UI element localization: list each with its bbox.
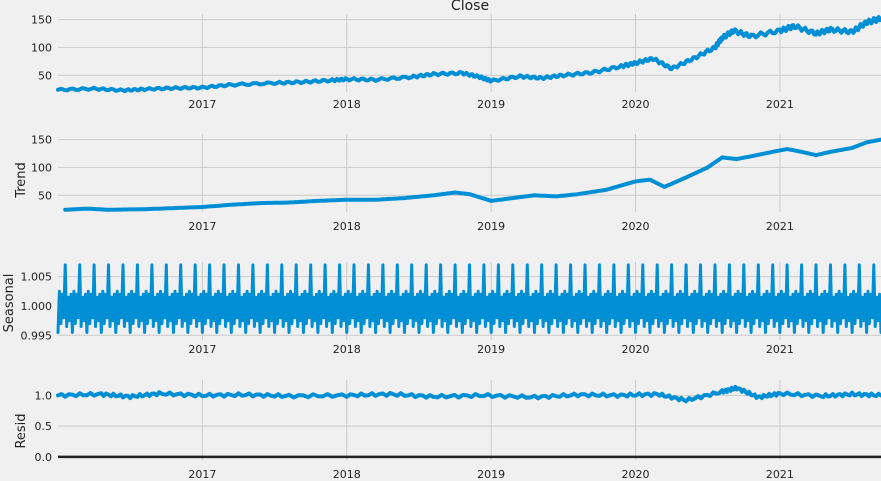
chart-title: Close — [451, 0, 489, 14]
x-tick-label: 2017 — [188, 343, 216, 356]
y-tick-label: 1.0 — [35, 389, 53, 402]
close-grid — [58, 14, 881, 92]
x-tick-label: 2020 — [622, 220, 650, 233]
trend-grid — [58, 134, 881, 212]
x-tick-label: 2017 — [188, 220, 216, 233]
y-tick-label: 1.000 — [21, 300, 53, 313]
x-tick-label: 2020 — [622, 343, 650, 356]
y-tick-label: 0.995 — [21, 329, 53, 342]
resid-series — [56, 384, 881, 404]
x-tick-label: 2017 — [188, 98, 216, 111]
y-tick-label: 150 — [31, 134, 52, 147]
resid-axis-label: Resid — [14, 413, 29, 448]
y-tick-label: 100 — [31, 41, 52, 54]
y-tick-label: 100 — [31, 161, 52, 174]
x-tick-label: 2018 — [333, 220, 361, 233]
seasonal-axis-label: Seasonal — [2, 274, 17, 333]
y-tick-label: 50 — [38, 69, 52, 82]
panel-seasonal: Seasonal 0.995 1.000 1.005 2017 2018 2019 2020… — [2, 262, 881, 356]
x-tick-label: 2018 — [333, 98, 361, 111]
seasonal-line — [56, 263, 881, 334]
trend-axis-label: Trend — [14, 162, 29, 199]
x-tick-label: 2020 — [622, 98, 650, 111]
x-tick-label: 2019 — [477, 220, 505, 233]
x-tick-label: 2019 — [477, 98, 505, 111]
close-ticks: 50 100 150 2017 2018 2019 2020 2021 — [31, 14, 794, 111]
y-tick-label: 150 — [31, 14, 52, 27]
seasonal-ticks: 0.995 1.000 1.005 2017 2018 2019 2020 2021 — [21, 271, 794, 356]
x-tick-label: 2019 — [477, 343, 505, 356]
y-tick-label: 1.005 — [21, 271, 53, 284]
y-tick-label: 0.5 — [35, 420, 53, 433]
x-tick-label: 2021 — [766, 343, 794, 356]
y-tick-label: 50 — [38, 189, 52, 202]
panel-close: Close 50 100 150 2017 2018 2019 2020 2021 — [31, 0, 881, 111]
x-tick-label: 2021 — [766, 220, 794, 233]
trend-series — [63, 137, 881, 212]
seasonal-series — [56, 263, 881, 334]
close-line — [56, 15, 881, 94]
x-tick-label: 2021 — [766, 98, 794, 111]
x-tick-label: 2018 — [333, 343, 361, 356]
resid-grid — [58, 380, 881, 460]
x-tick-label: 2017 — [188, 468, 216, 481]
panel-resid: Resid 0.0 0.5 1.0 2017 2018 2019 2020 2021 — [14, 380, 881, 481]
resid-ticks: 0.0 0.5 1.0 2017 2018 2019 2020 2021 — [35, 389, 794, 481]
y-tick-label: 0.0 — [35, 451, 53, 464]
resid-line — [56, 384, 881, 404]
x-tick-label: 2018 — [333, 468, 361, 481]
panel-trend: Trend 50 100 150 2017 2018 2019 2020 2021 — [14, 134, 881, 233]
trend-ticks: 50 100 150 2017 2018 2019 2020 2021 — [31, 134, 794, 233]
close-series — [56, 15, 881, 94]
x-tick-label: 2019 — [477, 468, 505, 481]
trend-line — [63, 137, 881, 212]
x-tick-label: 2020 — [622, 468, 650, 481]
x-tick-label: 2021 — [766, 468, 794, 481]
